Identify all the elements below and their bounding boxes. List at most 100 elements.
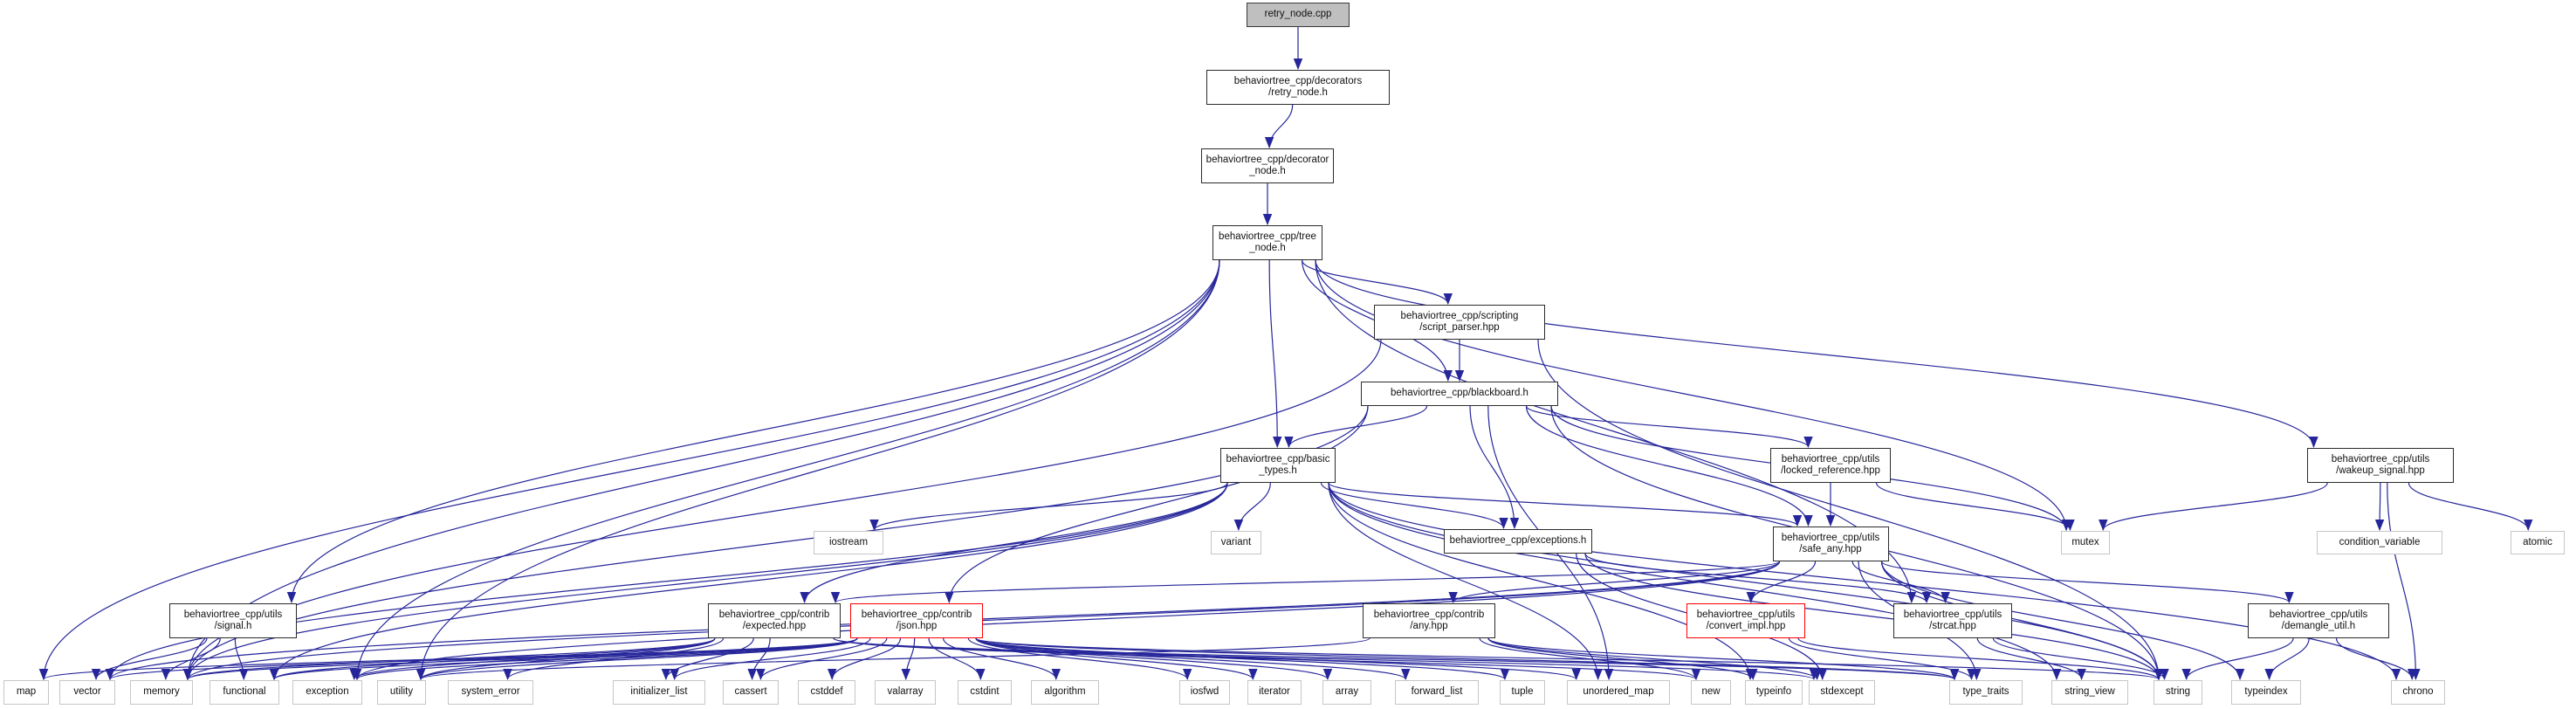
edge-any_hpp-to-type_traits xyxy=(1487,637,1959,681)
edge-json_hpp-to-cstddef xyxy=(827,637,902,681)
edge-locked_reference_hpp-to-mutex xyxy=(1875,482,2075,532)
edge-tree_node_h-to-memory xyxy=(182,259,1220,681)
graph-node-demangle_util_h[interactable]: behaviortree_cpp/utils /demangle_util.h xyxy=(2248,603,2389,638)
graph-node-initializer_list: initializer_list xyxy=(613,680,705,705)
edge-basic_types_h-to-chrono xyxy=(1328,482,2401,681)
edge-tree_node_h-to-exception xyxy=(352,259,1220,681)
graph-node-tree_node_h[interactable]: behaviortree_cpp/tree _node.h xyxy=(1212,225,1322,260)
graph-node-new: new xyxy=(1691,680,1731,705)
graph-node-type_traits: type_traits xyxy=(1949,680,2023,705)
edge-json_hpp-to-string xyxy=(975,637,2163,681)
edge-json_hpp-to-functional xyxy=(270,637,858,681)
edge-json_hpp-to-type_traits xyxy=(975,637,1959,681)
graph-node-map: map xyxy=(3,680,49,705)
graph-node-expected_hpp[interactable]: behaviortree_cpp/contrib /expected.hpp xyxy=(708,603,841,638)
edge-tree_node_h-to-basic_types_h xyxy=(1268,259,1282,449)
edge-json_hpp-to-iosfwd xyxy=(967,637,1192,681)
edge-demangle_util_h-to-chrono xyxy=(2335,637,2417,681)
edge-basic_types_h-to-memory xyxy=(182,482,1228,681)
graph-node-condition_variable: condition_variable xyxy=(2317,531,2442,554)
edge-json_hpp-to-map xyxy=(39,637,858,681)
edge-safe_any_hpp-to-exception xyxy=(353,561,1781,681)
edge-json_hpp-to-iterator xyxy=(975,637,1258,681)
edge-blackboard_h-to-basic_types_h xyxy=(1284,405,1428,449)
edge-blackboard_h-to-memory xyxy=(182,405,1369,681)
graph-node-stdexcept: stdexcept xyxy=(1809,680,1875,705)
edge-json_hpp-to-algorithm xyxy=(943,637,1061,681)
edge-strcat_hpp-to-string_view xyxy=(1976,637,2086,681)
edge-safe_any_hpp-to-string xyxy=(1880,561,2164,681)
edge-any_hpp-to-stdexcept xyxy=(1487,637,1822,681)
edge-tree_node_h-to-script_parser_hpp xyxy=(1302,259,1453,306)
edge-any_hpp-to-utility xyxy=(416,637,1370,681)
edge-signal_h-to-memory xyxy=(161,637,221,681)
graph-node-algorithm: algorithm xyxy=(1031,680,1099,705)
graph-node-cassert: cassert xyxy=(723,680,779,705)
graph-node-strcat_hpp[interactable]: behaviortree_cpp/utils /strcat.hpp xyxy=(1893,603,2012,638)
graph-node-array: array xyxy=(1322,680,1371,705)
graph-node-basic_types_h[interactable]: behaviortree_cpp/basic _types.h xyxy=(1220,448,1336,483)
edge-convert_impl_hpp-to-type_traits xyxy=(1788,637,1976,681)
graph-node-iosfwd: iosfwd xyxy=(1179,680,1230,705)
edge-expected_hpp-to-type_traits xyxy=(833,637,1959,681)
graph-node-locked_reference_hpp[interactable]: behaviortree_cpp/utils /locked_reference… xyxy=(1770,448,1891,483)
graph-node-json_hpp[interactable]: behaviortree_cpp/contrib /json.hpp xyxy=(850,603,983,638)
edge-blackboard_h-to-locked_reference_hpp xyxy=(1525,405,1813,449)
graph-node-blackboard_h[interactable]: behaviortree_cpp/blackboard.h xyxy=(1361,382,1558,406)
graph-node-script_parser_hpp[interactable]: behaviortree_cpp/scripting /script_parse… xyxy=(1374,305,1545,340)
edge-safe_any_hpp-to-any_hpp xyxy=(1448,561,1781,604)
graph-node-string: string xyxy=(2154,680,2202,705)
graph-node-wakeup_signal_hpp[interactable]: behaviortree_cpp/utils /wakeup_signal.hp… xyxy=(2307,448,2454,483)
edge-wakeup_signal_hpp-to-chrono xyxy=(2387,482,2421,681)
graph-node-cstdint: cstdint xyxy=(958,680,1012,705)
edge-expected_hpp-to-stdexcept xyxy=(833,637,1818,681)
graph-node-forward_list: forward_list xyxy=(1395,680,1479,705)
edge-json_hpp-to-utility xyxy=(416,637,858,681)
edge-blackboard_h-to-exceptions_h xyxy=(1469,405,1520,530)
graph-node-safe_any_hpp[interactable]: behaviortree_cpp/utils /safe_any.hpp xyxy=(1772,527,1889,561)
edge-convert_impl_hpp-to-string xyxy=(1797,637,2164,681)
edge-tree_node_h-to-signal_h xyxy=(286,259,1220,604)
graph-node-convert_impl_hpp[interactable]: behaviortree_cpp/utils /convert_impl.hpp xyxy=(1686,603,1805,638)
edge-any_hpp-to-typeinfo xyxy=(1487,637,1758,681)
graph-node-signal_h[interactable]: behaviortree_cpp/utils /signal.h xyxy=(169,603,297,638)
graph-node-decorators_retry_node_h[interactable]: behaviortree_cpp/decorators /retry_node.… xyxy=(1206,70,1390,105)
graph-node-vector: vector xyxy=(59,680,115,705)
graph-node-typeinfo: typeinfo xyxy=(1745,680,1803,705)
edge-safe_any_hpp-to-demangle_util_h xyxy=(1880,561,2294,604)
edge-json_hpp-to-cstdint xyxy=(928,637,986,681)
graph-node-any_hpp[interactable]: behaviortree_cpp/contrib /any.hpp xyxy=(1363,603,1495,638)
graph-node-iostream: iostream xyxy=(814,531,883,554)
edge-json_hpp-to-unordered_map xyxy=(975,637,1581,681)
edge-safe_any_hpp-to-expected_hpp xyxy=(831,561,1781,604)
graph-node-cstddef: cstddef xyxy=(798,680,855,705)
edge-strcat_hpp-to-string xyxy=(1992,637,2169,681)
graph-node-mutex: mutex xyxy=(2061,531,2110,554)
edge-basic_types_h-to-safe_any_hpp xyxy=(1328,482,1803,527)
graph-node-exceptions_h[interactable]: behaviortree_cpp/exceptions.h xyxy=(1444,529,1592,554)
edge-any_hpp-to-new xyxy=(1479,637,1701,681)
edge-demangle_util_h-to-typeindex xyxy=(2264,637,2310,681)
edge-basic_types_h-to-iostream xyxy=(869,482,1228,532)
edge-basic_types_h-to-string xyxy=(1328,482,2164,681)
graph-node-string_view: string_view xyxy=(2051,680,2128,705)
edge-basic_types_h-to-functional xyxy=(269,482,1228,681)
edge-safe_any_hpp-to-typeindex xyxy=(1880,561,2245,681)
edge-signal_h-to-vector xyxy=(91,637,208,681)
graph-node-decorator_node_h[interactable]: behaviortree_cpp/decorator _node.h xyxy=(1201,148,1334,183)
graph-node-atomic: atomic xyxy=(2511,531,2565,554)
edge-exceptions_h-to-strcat_hpp xyxy=(1584,553,1932,604)
edge-tree_node_h-to-utility xyxy=(416,259,1220,681)
graph-node-retry_node_cpp: retry_node.cpp xyxy=(1247,3,1350,27)
graph-node-exception: exception xyxy=(292,680,362,705)
graph-node-tuple: tuple xyxy=(1500,680,1545,705)
edge-json_hpp-to-forward_list xyxy=(975,637,1411,681)
edge-tree_node_h-to-mutex xyxy=(1315,259,2071,532)
edge-json_hpp-to-array xyxy=(975,637,1333,681)
edge-basic_types_h-to-unordered_map xyxy=(1328,482,1603,681)
edge-basic_types_h-to-expected_hpp xyxy=(800,482,1228,604)
graph-node-typeindex: typeindex xyxy=(2231,680,2301,705)
edge-wakeup_signal_hpp-to-mutex xyxy=(2099,482,2328,532)
graph-node-chrono: chrono xyxy=(2391,680,2445,705)
